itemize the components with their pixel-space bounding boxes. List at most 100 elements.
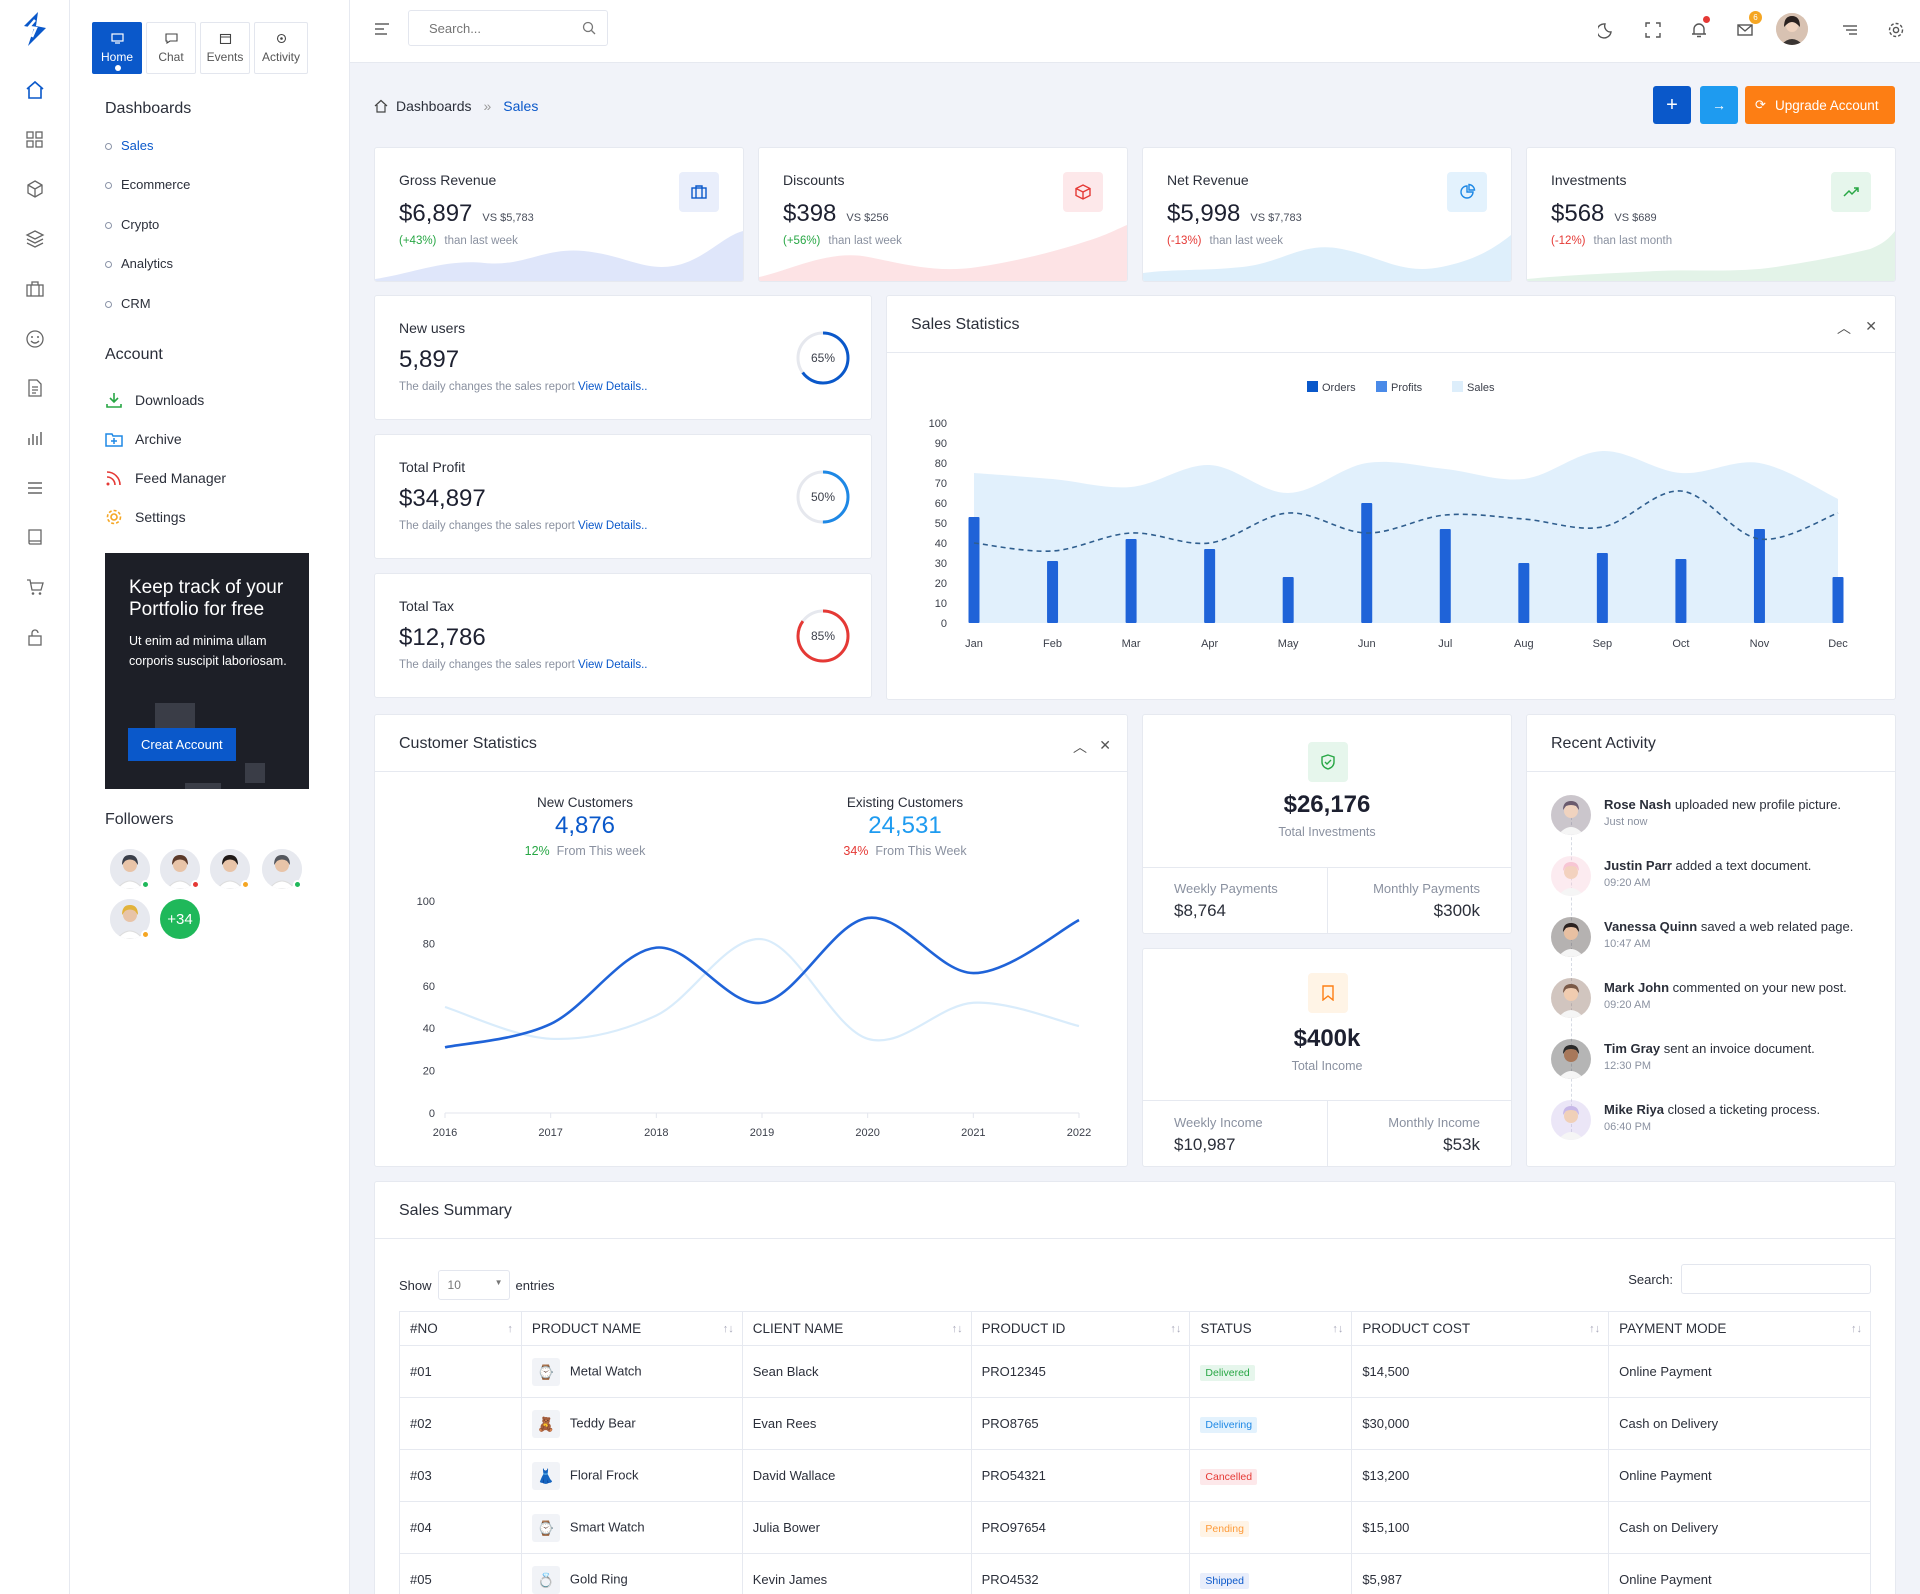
sort-icon[interactable]: ↑↓ <box>1332 1323 1344 1335</box>
sort-icon[interactable]: ↑↓ <box>1589 1323 1601 1335</box>
bar-chart-icon[interactable] <box>25 428 45 448</box>
activity-time: 10:47 AM <box>1604 938 1651 950</box>
cube-icon[interactable] <box>25 179 45 199</box>
tab-label: Activity <box>261 49 300 64</box>
upgrade-account-button[interactable]: ⟳ Upgrade Account <box>1745 86 1895 124</box>
collapse-icon[interactable]: ︿ <box>1073 739 1087 755</box>
dark-mode-icon[interactable] <box>1596 19 1618 41</box>
lock-icon[interactable] <box>25 627 45 647</box>
weekly-income-label: Weekly Income <box>1174 1115 1263 1130</box>
cart-icon[interactable] <box>25 577 45 597</box>
y-tick-label: 60 <box>423 981 435 993</box>
follower-avatar[interactable] <box>110 899 150 939</box>
divider <box>1327 867 1328 933</box>
sidebar-item-archive[interactable]: Archive <box>105 430 182 448</box>
sidebar-item-feed-manager[interactable]: Feed Manager <box>105 469 226 487</box>
tab-activity[interactable]: Activity <box>254 22 308 74</box>
activity-user[interactable]: Mark John <box>1604 980 1670 995</box>
fullscreen-icon[interactable] <box>1642 19 1664 41</box>
close-icon[interactable]: ✕ <box>1099 737 1111 753</box>
sort-icon[interactable]: ↑↓ <box>722 1323 734 1335</box>
orders-bar <box>1282 577 1294 623</box>
activity-avatar[interactable] <box>1551 1039 1591 1079</box>
add-button[interactable]: + <box>1653 86 1691 124</box>
sidebar-item-downloads[interactable]: Downloads <box>105 391 204 409</box>
stat-value: 24,531 <box>868 812 942 839</box>
login-button[interactable]: → <box>1700 86 1738 124</box>
activity-avatar[interactable] <box>1551 1100 1591 1140</box>
column-header[interactable]: PAYMENT MODE ↑↓ <box>1608 1311 1871 1346</box>
activity-user[interactable]: Vanessa Quinn <box>1604 919 1698 934</box>
list-icon[interactable] <box>25 478 45 498</box>
smile-icon[interactable] <box>25 329 45 349</box>
column-header[interactable]: #NO ↑ <box>399 1311 522 1346</box>
product-name: Gold Ring <box>569 1570 628 1586</box>
view-details-link[interactable]: View Details.. <box>578 520 648 532</box>
notification-bell-icon[interactable] <box>1688 16 1710 41</box>
home-icon[interactable] <box>374 99 388 113</box>
book-icon[interactable] <box>25 527 45 547</box>
tab-chat[interactable]: Chat <box>146 22 196 74</box>
activity-avatar[interactable] <box>1551 917 1591 957</box>
entries-select[interactable]: 10 ▼ <box>437 1270 510 1300</box>
monthly-income-value: $53k <box>1443 1135 1480 1154</box>
sidebar-item-label: Settings <box>135 509 186 525</box>
layers-icon[interactable] <box>25 229 45 249</box>
table-search-input[interactable] <box>1681 1264 1871 1294</box>
sidebar: Home Chat Events Activity Dashboards Sal… <box>70 0 350 1594</box>
activity-user[interactable]: Tim Gray <box>1604 1041 1661 1056</box>
activity-description: uploaded new profile picture. <box>1674 797 1842 812</box>
column-header[interactable]: PRODUCT NAME ↑↓ <box>520 1311 743 1346</box>
logo-icon[interactable] <box>18 10 52 48</box>
view-details-link[interactable]: View Details.. <box>578 659 648 671</box>
sidebar-item-crypto[interactable]: Crypto <box>105 217 159 232</box>
followers-more-badge[interactable]: +34 <box>160 899 200 939</box>
tab-events[interactable]: Events <box>200 22 250 74</box>
view-details-link[interactable]: View Details.. <box>578 381 648 393</box>
activity-avatar[interactable] <box>1551 978 1591 1018</box>
column-header[interactable]: CLIENT NAME ↑↓ <box>741 1311 972 1346</box>
grid-icon[interactable] <box>25 130 45 150</box>
client-name: Kevin James <box>741 1553 972 1594</box>
sort-icon[interactable]: ↑ <box>507 1323 513 1335</box>
entries-label: entries <box>515 1277 555 1293</box>
product-name: Smart Watch <box>569 1518 645 1534</box>
sort-icon[interactable]: ↑↓ <box>1851 1323 1862 1335</box>
user-avatar[interactable] <box>1776 13 1808 45</box>
search-icon[interactable] <box>582 21 596 35</box>
sort-icon[interactable]: ↑↓ <box>951 1323 963 1335</box>
column-header[interactable]: PRODUCT COST ↑↓ <box>1351 1311 1610 1346</box>
sidebar-item-crm[interactable]: CRM <box>105 296 151 311</box>
activity-avatar[interactable] <box>1551 856 1591 896</box>
menu-toggle-icon[interactable] <box>374 22 390 36</box>
activity-user[interactable]: Rose Nash <box>1604 797 1672 812</box>
sort-icon[interactable]: ↑↓ <box>1170 1323 1182 1335</box>
sidebar-item-ecommerce[interactable]: Ecommerce <box>105 177 190 192</box>
follower-avatar[interactable] <box>210 849 250 889</box>
search-input[interactable] <box>408 10 608 46</box>
sidebar-item-settings[interactable]: Settings <box>105 508 186 526</box>
sidebar-item-analytics[interactable]: Analytics <box>105 256 173 271</box>
payment-mode: Online Payment <box>1608 1449 1871 1502</box>
investments-value: $26,176 <box>1283 791 1371 818</box>
home-icon[interactable] <box>25 80 45 100</box>
sidebar-item-sales[interactable]: Sales <box>105 138 154 153</box>
column-header[interactable]: PRODUCT ID ↑↓ <box>970 1311 1191 1346</box>
activity-user[interactable]: Mike Riya <box>1604 1102 1664 1117</box>
create-account-button[interactable]: Creat Account <box>128 728 236 761</box>
close-icon[interactable]: ✕ <box>1865 318 1877 334</box>
file-icon[interactable] <box>25 378 45 398</box>
mail-icon[interactable]: 6 <box>1734 11 1762 41</box>
tab-home[interactable]: Home <box>92 22 142 74</box>
breadcrumb-root[interactable]: Dashboards <box>396 98 472 114</box>
column-header-label: STATUS <box>1200 1321 1252 1336</box>
column-header[interactable]: STATUS ↑↓ <box>1189 1311 1353 1346</box>
kpi-change-value: (-13%) <box>1167 235 1202 247</box>
card-title: Customer Statistics <box>399 735 537 752</box>
activity-avatar[interactable] <box>1551 795 1591 835</box>
list-menu-icon[interactable] <box>1839 19 1861 41</box>
activity-user[interactable]: Justin Parr <box>1604 858 1672 873</box>
settings-gear-icon[interactable] <box>1885 19 1907 41</box>
collapse-icon[interactable]: ︿ <box>1837 320 1851 336</box>
briefcase-icon[interactable] <box>25 279 45 299</box>
